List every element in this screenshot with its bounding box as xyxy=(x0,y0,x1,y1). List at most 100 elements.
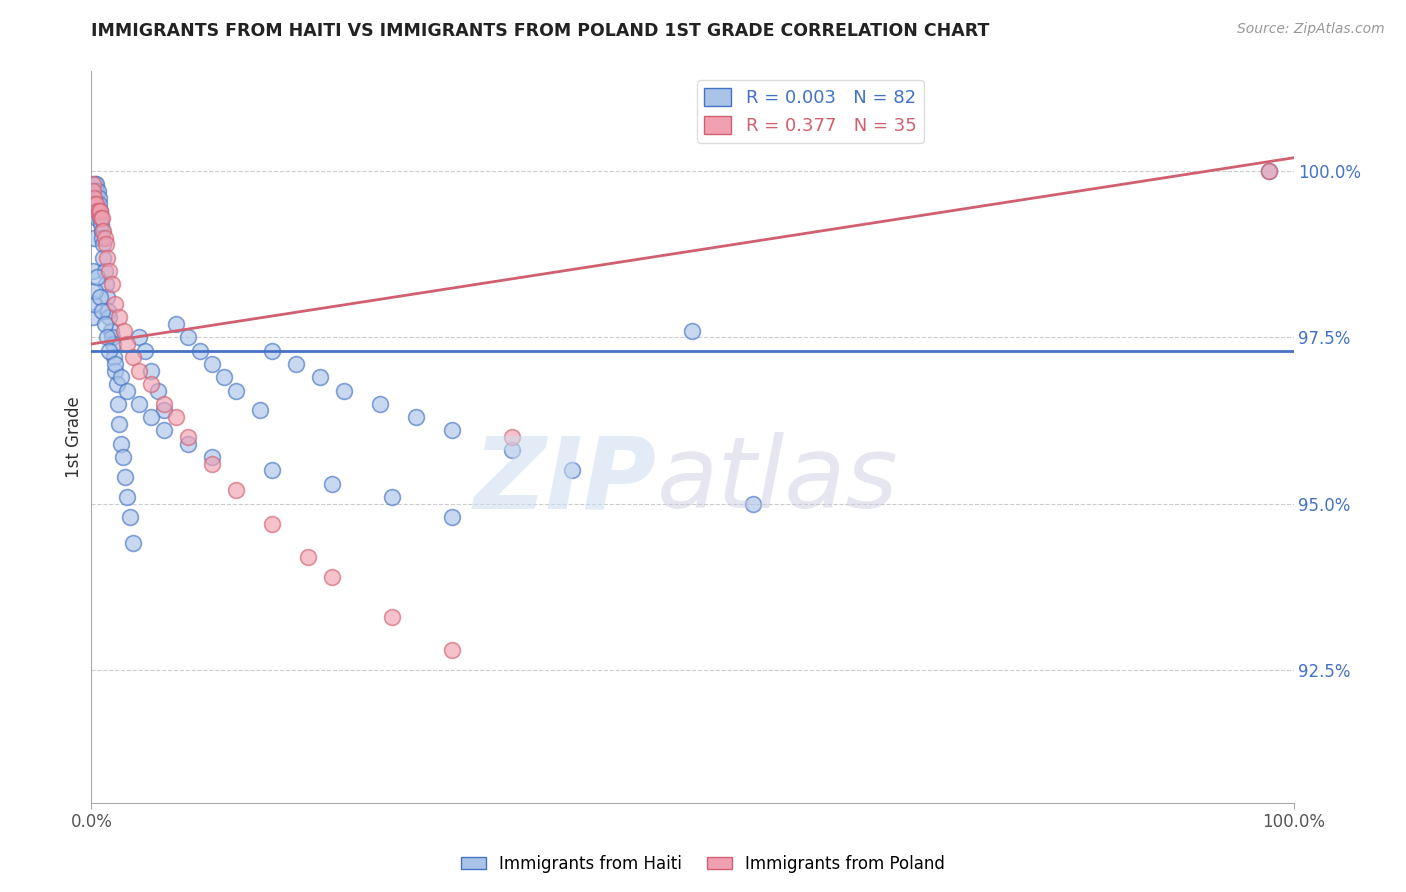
Point xyxy=(212,370,235,384)
Point xyxy=(108,310,131,325)
Point xyxy=(225,384,247,398)
Point xyxy=(381,490,404,504)
Point xyxy=(96,330,118,344)
Point xyxy=(107,397,129,411)
Legend: Immigrants from Haiti, Immigrants from Poland: Immigrants from Haiti, Immigrants from P… xyxy=(454,848,952,880)
Point xyxy=(122,536,145,550)
Point xyxy=(84,284,107,298)
Point xyxy=(260,516,283,531)
Point xyxy=(89,211,111,225)
Point xyxy=(96,290,118,304)
Text: Source: ZipAtlas.com: Source: ZipAtlas.com xyxy=(1237,22,1385,37)
Point xyxy=(188,343,211,358)
Point xyxy=(165,317,187,331)
Point xyxy=(561,463,583,477)
Point xyxy=(297,549,319,564)
Point xyxy=(87,184,110,198)
Point xyxy=(93,264,115,278)
Point xyxy=(112,324,135,338)
Point xyxy=(117,384,139,398)
Point xyxy=(98,264,121,278)
Point xyxy=(681,324,703,338)
Point xyxy=(84,197,107,211)
Point xyxy=(103,351,125,365)
Y-axis label: 1st Grade: 1st Grade xyxy=(65,396,83,478)
Text: atlas: atlas xyxy=(657,433,898,530)
Point xyxy=(87,204,110,219)
Point xyxy=(91,237,114,252)
Point xyxy=(83,191,105,205)
Point xyxy=(93,251,115,265)
Point xyxy=(308,370,330,384)
Point xyxy=(82,184,104,198)
Point xyxy=(176,436,198,450)
Point xyxy=(86,211,108,225)
Point xyxy=(96,251,118,265)
Point xyxy=(93,230,115,244)
Point xyxy=(321,570,343,584)
Point xyxy=(176,330,198,344)
Point xyxy=(118,509,141,524)
Point xyxy=(260,463,283,477)
Point xyxy=(110,436,132,450)
Point xyxy=(101,337,124,351)
Point xyxy=(152,403,174,417)
Point xyxy=(128,363,150,377)
Point xyxy=(91,211,114,225)
Point xyxy=(368,397,391,411)
Text: IMMIGRANTS FROM HAITI VS IMMIGRANTS FROM POLAND 1ST GRADE CORRELATION CHART: IMMIGRANTS FROM HAITI VS IMMIGRANTS FROM… xyxy=(91,22,990,40)
Point xyxy=(249,403,271,417)
Point xyxy=(89,204,111,219)
Point xyxy=(111,450,134,464)
Point xyxy=(86,270,108,285)
Point xyxy=(333,384,356,398)
Point xyxy=(83,230,105,244)
Point xyxy=(89,204,111,219)
Point xyxy=(114,470,136,484)
Point xyxy=(97,303,120,318)
Point xyxy=(152,397,174,411)
Point xyxy=(501,430,523,444)
Point xyxy=(165,410,187,425)
Point xyxy=(741,497,763,511)
Point xyxy=(84,178,107,192)
Point xyxy=(141,363,163,377)
Point xyxy=(82,264,104,278)
Point xyxy=(91,303,114,318)
Point xyxy=(93,317,115,331)
Point xyxy=(83,297,105,311)
Point xyxy=(90,224,112,238)
Point xyxy=(260,343,283,358)
Point xyxy=(94,277,117,292)
Text: ZIP: ZIP xyxy=(474,433,657,530)
Point xyxy=(405,410,427,425)
Point xyxy=(94,237,117,252)
Point xyxy=(141,410,163,425)
Point xyxy=(134,343,156,358)
Point xyxy=(108,417,131,431)
Legend: R = 0.003   N = 82, R = 0.377   N = 35: R = 0.003 N = 82, R = 0.377 N = 35 xyxy=(697,80,924,143)
Point xyxy=(98,310,121,325)
Point xyxy=(100,324,122,338)
Point xyxy=(501,443,523,458)
Point xyxy=(86,204,108,219)
Point xyxy=(104,363,127,377)
Point xyxy=(1258,164,1281,178)
Point xyxy=(105,376,128,391)
Point xyxy=(84,197,107,211)
Point xyxy=(82,310,104,325)
Point xyxy=(128,330,150,344)
Point xyxy=(381,609,404,624)
Point xyxy=(117,337,139,351)
Point xyxy=(82,178,104,192)
Point xyxy=(86,197,108,211)
Point xyxy=(91,230,114,244)
Point xyxy=(146,384,169,398)
Point xyxy=(117,490,139,504)
Point xyxy=(89,197,111,211)
Point xyxy=(1258,164,1281,178)
Point xyxy=(200,457,222,471)
Point xyxy=(440,643,463,657)
Point xyxy=(122,351,145,365)
Point xyxy=(200,450,222,464)
